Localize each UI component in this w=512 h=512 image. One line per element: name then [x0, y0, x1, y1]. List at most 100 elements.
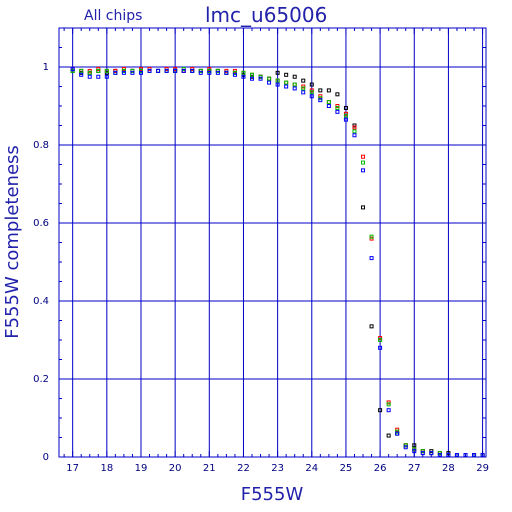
data-point-series-3: [250, 76, 255, 81]
data-point-series-0: [292, 74, 297, 79]
data-point-series-0: [343, 105, 348, 110]
y-tick-label: 0: [43, 452, 49, 463]
data-point-series-3: [309, 94, 314, 99]
data-point-series-3: [207, 70, 212, 75]
data-point-series-3: [429, 451, 434, 456]
data-point-series-2: [309, 90, 314, 95]
data-point-series-3: [87, 74, 92, 79]
data-point-series-3: [395, 431, 400, 436]
data-point-series-2: [241, 70, 246, 75]
data-point-series-2: [369, 234, 374, 239]
data-point-series-3: [412, 449, 417, 454]
data-point-series-3: [292, 86, 297, 91]
data-point-series-3: [420, 451, 425, 456]
x-tick-label: 20: [169, 463, 182, 474]
data-point-series-2: [87, 70, 92, 75]
data-point-series-2: [275, 78, 280, 83]
data-point-series-2: [326, 100, 331, 105]
data-point-series-3: [198, 70, 203, 75]
data-point-series-3: [181, 68, 186, 73]
data-point-series-3: [369, 256, 374, 261]
data-point-series-3: [352, 133, 357, 138]
x-tick-label: 27: [408, 463, 421, 474]
y-tick-labels: 0 0.2 0.4 0.6 0.8 1: [33, 62, 49, 463]
y-tick-label: 0.4: [33, 296, 49, 307]
data-point-series-0: [318, 88, 323, 93]
data-point-series-2: [335, 105, 340, 110]
data-point-series-3: [301, 90, 306, 95]
x-tick-label: 24: [305, 463, 318, 474]
data-point-series-3: [446, 453, 451, 458]
data-point-series-3: [480, 453, 485, 458]
x-tick-labels: 17 18 19 20 21 22 23 24 25 26 27 28 29: [66, 463, 489, 474]
x-tick-label: 17: [66, 463, 79, 474]
x-tick-label: 23: [271, 463, 284, 474]
data-point-series-2: [361, 160, 366, 165]
data-point-series-2: [267, 76, 272, 81]
y-tick-label: 0.2: [33, 374, 49, 385]
data-point-series-0: [378, 408, 383, 413]
data-point-series-3: [147, 68, 152, 73]
data-point-series-3: [361, 168, 366, 173]
data-point-series-3: [335, 109, 340, 114]
x-axis-label: F555W: [241, 484, 304, 505]
plot-frame: [58, 27, 487, 458]
data-point-series-3: [318, 98, 323, 103]
data-point-series-2: [79, 68, 84, 73]
data-point-series-1: [352, 125, 357, 130]
data-point-series-3: [164, 68, 169, 73]
data-point-series-0: [309, 82, 314, 87]
data-point-series-3: [121, 70, 126, 75]
x-tick-label: 28: [442, 463, 455, 474]
chart-title: lmc_u65006: [205, 3, 327, 27]
data-point-series-1: [361, 154, 366, 159]
data-point-series-3: [267, 80, 272, 85]
x-tick-label: 21: [203, 463, 216, 474]
data-point-series-3: [215, 70, 220, 75]
data-point-series-3: [130, 70, 135, 75]
data-point-series-2: [284, 80, 289, 85]
data-point-series-2: [104, 68, 109, 73]
data-point-series-2: [386, 402, 391, 407]
data-point-series-0: [412, 443, 417, 448]
x-tick-label: 19: [135, 463, 148, 474]
data-point-series-3: [284, 84, 289, 89]
x-tick-label: 22: [237, 463, 250, 474]
data-point-series-0: [301, 78, 306, 83]
data-point-series-0: [326, 88, 331, 93]
y-tick-label: 0.8: [33, 140, 49, 151]
data-point-series-3: [454, 453, 459, 458]
data-point-series-3: [378, 345, 383, 350]
axis-ticks: [59, 27, 486, 458]
data-point-series-0: [369, 324, 374, 329]
data-point-series-0: [284, 72, 289, 77]
data-point-series-3: [258, 76, 263, 81]
data-point-series-3: [79, 72, 84, 77]
data-point-series-3: [113, 70, 118, 75]
data-point-series-0: [335, 92, 340, 97]
data-point-series-3: [241, 74, 246, 79]
data-point-series-3: [224, 70, 229, 75]
data-point-series-3: [104, 74, 109, 79]
data-point-series-3: [156, 68, 161, 73]
data-point-series-2: [378, 338, 383, 342]
data-point-series-3: [403, 445, 408, 450]
data-point-series-3: [190, 68, 195, 73]
data-point-series-3: [275, 82, 280, 87]
data-point-series-2: [301, 86, 306, 91]
y-tick-label: 1: [43, 62, 49, 73]
data-point-series-3: [343, 117, 348, 122]
data-point-series-2: [292, 82, 297, 87]
data-point-series-3: [472, 453, 477, 458]
data-point-series-2: [352, 129, 357, 134]
y-tick-label: 0.6: [33, 218, 49, 229]
data-point-series-3: [232, 72, 237, 77]
x-tick-label: 29: [476, 463, 489, 474]
data-point-series-2: [343, 113, 348, 118]
data-point-series-3: [173, 68, 178, 73]
data-point-series-3: [463, 453, 468, 458]
data-point-series-3: [70, 66, 75, 71]
data-point-series-0: [275, 70, 280, 75]
data-point-series-3: [326, 104, 331, 108]
data-point-series-3: [96, 74, 101, 79]
